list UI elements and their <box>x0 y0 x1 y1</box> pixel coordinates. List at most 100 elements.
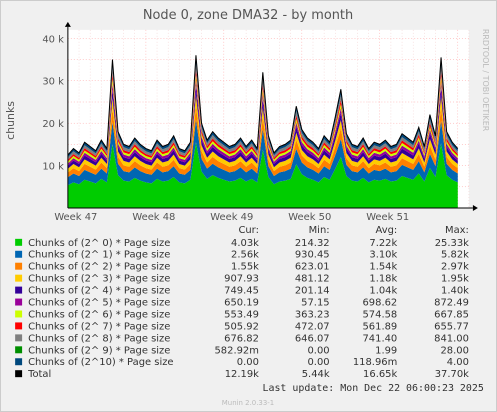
legend-avg: 561.89 <box>362 321 397 332</box>
legend-min: 214.32 <box>295 238 330 249</box>
legend-max: 667.85 <box>434 309 469 320</box>
y-tick-label: 10 k <box>42 162 64 173</box>
legend-min: 5.44k <box>302 369 330 380</box>
legend-label: Chunks of (2^ 2) * Page size <box>28 262 170 273</box>
legend-row: Chunks of (2^ 9) * Page size 582.92m 0.00 1… <box>15 345 469 356</box>
legend-label: Chunks of (2^ 5) * Page size <box>28 298 170 309</box>
munin-version: Munin 2.0.33-1 <box>222 399 274 407</box>
area-series-3 <box>67 95 458 173</box>
legend-min: 472.07 <box>295 321 330 332</box>
legend-header-min: Min: <box>309 225 330 236</box>
legend-avg: 3.10k <box>369 250 397 261</box>
legend-cur: 749.45 <box>224 286 259 297</box>
legend-max: 841.00 <box>434 333 469 344</box>
y-tick-label: 30 k <box>42 77 64 88</box>
legend-label: Chunks of (2^ 6) * Page size <box>28 309 170 320</box>
x-tick-label: Week 47 <box>54 212 97 223</box>
legend-avg: 7.22k <box>369 238 397 249</box>
legend-avg: 741.40 <box>362 333 397 344</box>
legend-headers: Cur: Min: Avg: Max: <box>238 225 468 236</box>
legend-row: Chunks of (2^ 4) * Page size 749.45 201.14… <box>15 286 469 297</box>
legend-min: 930.45 <box>295 250 330 261</box>
legend-max: 2.97k <box>441 262 469 273</box>
rrdtool-watermark: RRDTOOL / TOBI OETIKER <box>481 29 490 132</box>
legend-cur: 582.92m <box>214 345 258 356</box>
legend-min: 0.00 <box>307 345 329 356</box>
y-axis-label: chunks <box>4 101 17 140</box>
legend-cur: 2.56k <box>231 250 259 261</box>
area-series-8 <box>67 62 458 160</box>
x-tick-label: Week 50 <box>288 212 331 223</box>
legend-min: 481.12 <box>295 274 330 285</box>
legend-row: Chunks of (2^ 1) * Page size 2.56k 930.45 3… <box>15 250 469 261</box>
legend-label: Chunks of (2^ 3) * Page size <box>28 274 170 285</box>
legend-swatch <box>15 334 23 342</box>
legend-swatch <box>15 262 23 270</box>
legend-row: Total 12.19k 5.44k 16.65k 37.70k <box>15 369 469 380</box>
y-tick-label: 20 k <box>42 119 64 130</box>
legend-swatch <box>15 346 23 354</box>
y-tick-label: 40 k <box>42 34 64 45</box>
legend-row: Chunks of (2^ 8) * Page size 676.82 646.07… <box>15 333 469 344</box>
legend-min: 201.14 <box>295 286 330 297</box>
legend-cur: 12.19k <box>225 369 259 380</box>
area-series-6 <box>67 74 458 164</box>
legend-max: 5.82k <box>441 250 469 261</box>
legend-row: Chunks of (2^ 0) * Page size 4.03k 214.32 7… <box>15 238 469 249</box>
legend-swatch <box>15 238 23 246</box>
legend-cur: 1.55k <box>231 262 259 273</box>
legend-avg: 1.18k <box>369 274 397 285</box>
legend-min: 623.01 <box>295 262 330 273</box>
axes <box>64 21 478 211</box>
area-series-2 <box>67 105 458 178</box>
legend-avg: 698.62 <box>362 298 397 309</box>
legend-swatch <box>15 322 23 330</box>
x-tick-labels: Week 47 Week 48 Week 49 Week 50 Week 51 <box>54 212 409 223</box>
legend-avg: 574.58 <box>362 309 397 320</box>
legend-cur: 4.03k <box>231 238 259 249</box>
legend-table: Chunks of (2^ 0) * Page size 4.03k 214.32 7… <box>15 238 469 380</box>
legend-header-avg: Avg: <box>376 225 398 236</box>
x-axis-arrow <box>472 205 478 211</box>
chart-title: Node 0, zone DMA32 - by month <box>143 8 353 23</box>
legend-swatch <box>15 370 23 378</box>
y-axis-arrow <box>64 21 71 27</box>
legend-header-max: Max: <box>445 225 469 236</box>
legend-label: Total <box>27 369 51 380</box>
legend-swatch <box>15 250 23 258</box>
legend-cur: 505.92 <box>224 321 259 332</box>
legend-swatch <box>15 274 23 282</box>
area-series-5 <box>67 79 458 166</box>
legend-avg: 1.99 <box>375 345 397 356</box>
legend-swatch <box>15 286 23 294</box>
legend-label: Chunks of (2^10) * Page size <box>28 357 173 368</box>
area-series-7 <box>67 69 458 162</box>
legend-max: 655.77 <box>434 321 469 332</box>
legend-label: Chunks of (2^ 9) * Page size <box>28 345 170 356</box>
legend-label: Chunks of (2^ 7) * Page size <box>28 321 170 332</box>
legend-swatch <box>15 310 23 318</box>
legend-header-cur: Cur: <box>238 225 259 236</box>
legend-max: 1.95k <box>441 274 469 285</box>
legend-cur: 676.82 <box>224 333 259 344</box>
legend-min: 646.07 <box>295 333 330 344</box>
legend-avg: 1.04k <box>369 286 397 297</box>
last-update: Last update: Mon Dec 22 06:00:23 2025 <box>262 383 483 394</box>
legend-avg: 1.54k <box>369 262 397 273</box>
legend-avg: 118.96m <box>353 357 397 368</box>
legend-cur: 553.49 <box>224 309 259 320</box>
area-series-0 <box>67 142 458 208</box>
legend-min: 363.23 <box>295 309 330 320</box>
legend-row: Chunks of (2^ 3) * Page size 907.93 481.12… <box>15 274 469 285</box>
x-tick-label: Week 49 <box>210 212 253 223</box>
legend-max: 4.00 <box>447 357 469 368</box>
area-series-1 <box>67 119 458 186</box>
legend-cur: 650.19 <box>224 298 259 309</box>
total-line <box>67 55 459 156</box>
legend-max: 37.70k <box>435 369 469 380</box>
legend-cur: 907.93 <box>224 274 259 285</box>
x-tick-label: Week 48 <box>132 212 175 223</box>
legend-row: Chunks of (2^ 7) * Page size 505.92 472.07… <box>15 321 469 332</box>
legend-max: 28.00 <box>440 345 468 356</box>
legend-swatch <box>15 298 23 306</box>
